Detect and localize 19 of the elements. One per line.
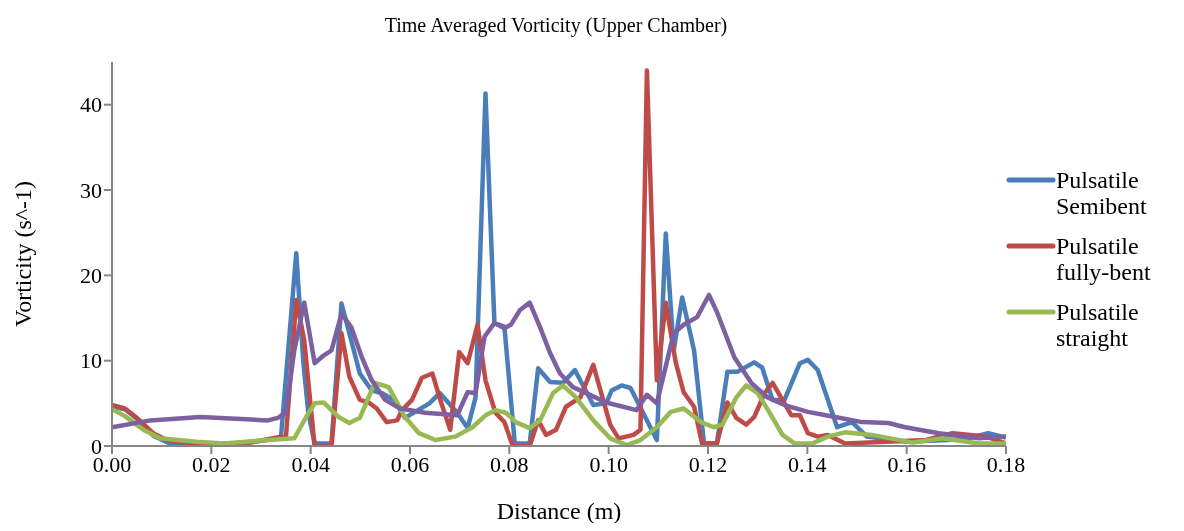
y-tick-label: 20 xyxy=(80,263,102,289)
y-axis-title: Vorticity (s^-1) xyxy=(9,180,36,328)
y-tick-label: 30 xyxy=(80,177,102,203)
legend-label: Pulsatile fully-bent xyxy=(1056,232,1152,285)
x-tick-label: 0.08 xyxy=(490,451,529,477)
x-tick-label: 0.16 xyxy=(887,451,926,477)
x-tick-label: 0.18 xyxy=(986,451,1026,477)
y-tick-label: 10 xyxy=(80,348,102,374)
legend-label: Pulsatile Semibent xyxy=(1056,166,1148,219)
y-tick-label: 40 xyxy=(80,92,102,118)
x-tick-label: 0.12 xyxy=(688,451,728,477)
x-tick-label: 0.04 xyxy=(291,451,330,477)
x-tick-label: 0.10 xyxy=(589,451,628,477)
legend-label: Pulsatile straight xyxy=(1056,298,1140,351)
chart-title: Time Averaged Vorticity (Upper Chamber) xyxy=(383,14,729,37)
x-tick-label: 0.02 xyxy=(192,451,231,477)
x-tick-label: 0.14 xyxy=(788,451,827,477)
x-tick-label: 0.06 xyxy=(390,451,430,477)
line-series xyxy=(112,292,1006,441)
